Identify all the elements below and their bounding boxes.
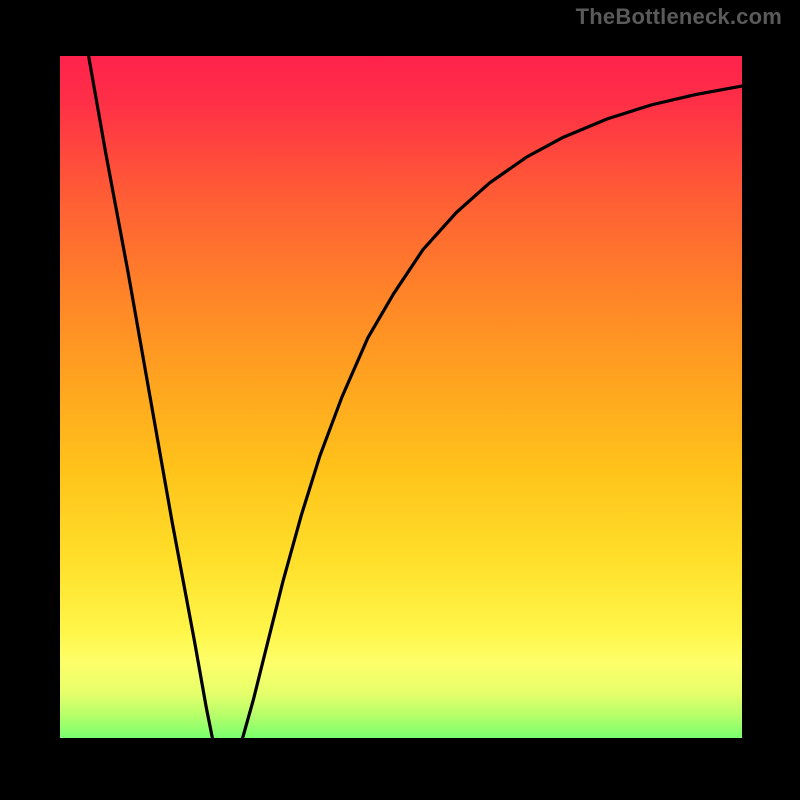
plot-svg: [32, 28, 770, 766]
plot-area: [32, 28, 770, 766]
optimum-marker: [215, 757, 232, 766]
plot-background: [32, 28, 770, 766]
watermark-text: TheBottleneck.com: [576, 4, 782, 30]
